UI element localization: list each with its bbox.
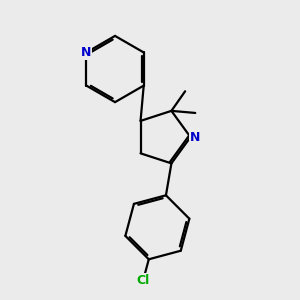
Text: N: N bbox=[81, 46, 92, 59]
Text: N: N bbox=[190, 130, 200, 144]
Text: Cl: Cl bbox=[136, 274, 150, 287]
